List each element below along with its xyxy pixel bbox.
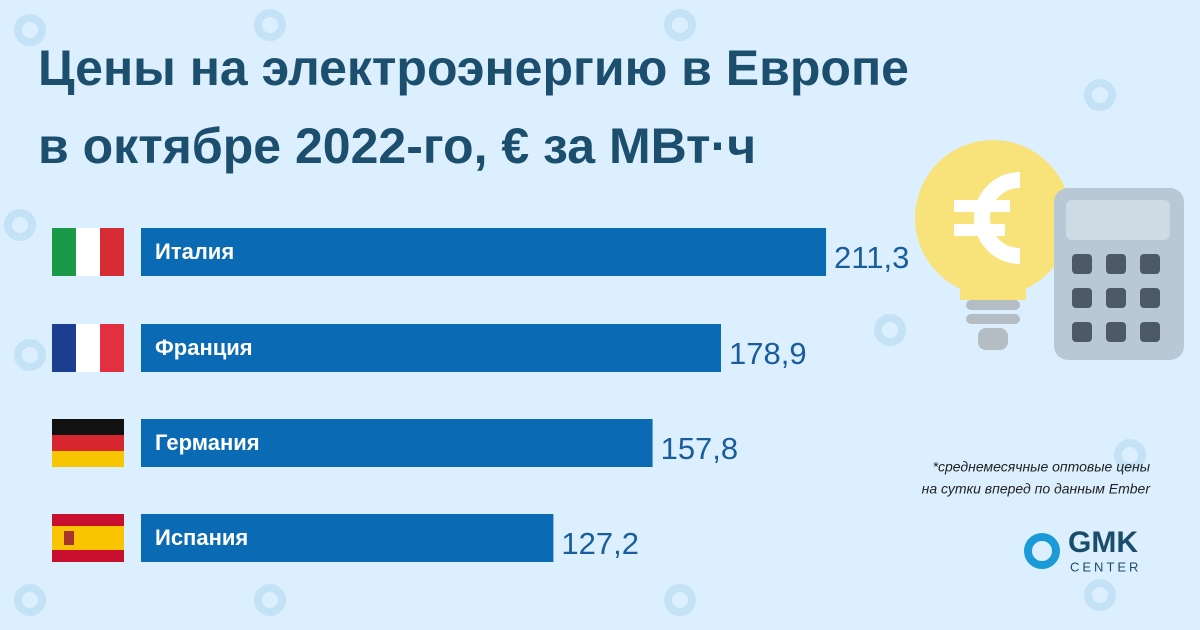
bar-label: Испания [155,525,248,550]
bar [141,514,554,562]
value-label: 157,8 [661,431,739,466]
bar-label: Франция [155,335,253,360]
note: на сутки вперед по данным Ember [922,481,1152,497]
logo-text: CENTER [1070,559,1141,574]
flag-france [52,324,124,372]
bar [141,228,827,276]
icon-calculator [1054,188,1184,360]
chart-title: в октябре 2022-го, € за МВт·ч [38,118,756,174]
value-label: 127,2 [561,526,639,561]
bar [141,324,721,372]
flag-italy [52,228,124,276]
logo: GMK CENTER [1024,526,1141,574]
decor [4,9,1146,616]
value-label: 211,3 [834,240,909,275]
bar [141,419,653,467]
bar-label: Италия [155,239,234,264]
logo-text: GMK [1068,526,1138,559]
flag-spain [52,514,124,562]
icon-lightbulb [915,140,1071,350]
note: *среднемесячные оптовые цены [933,459,1151,475]
flag-germany [52,419,124,467]
bar-label: Германия [155,430,260,455]
value-label: 178,9 [729,336,807,371]
chart-title: Цены на электроэнергию в Европе [38,40,909,96]
